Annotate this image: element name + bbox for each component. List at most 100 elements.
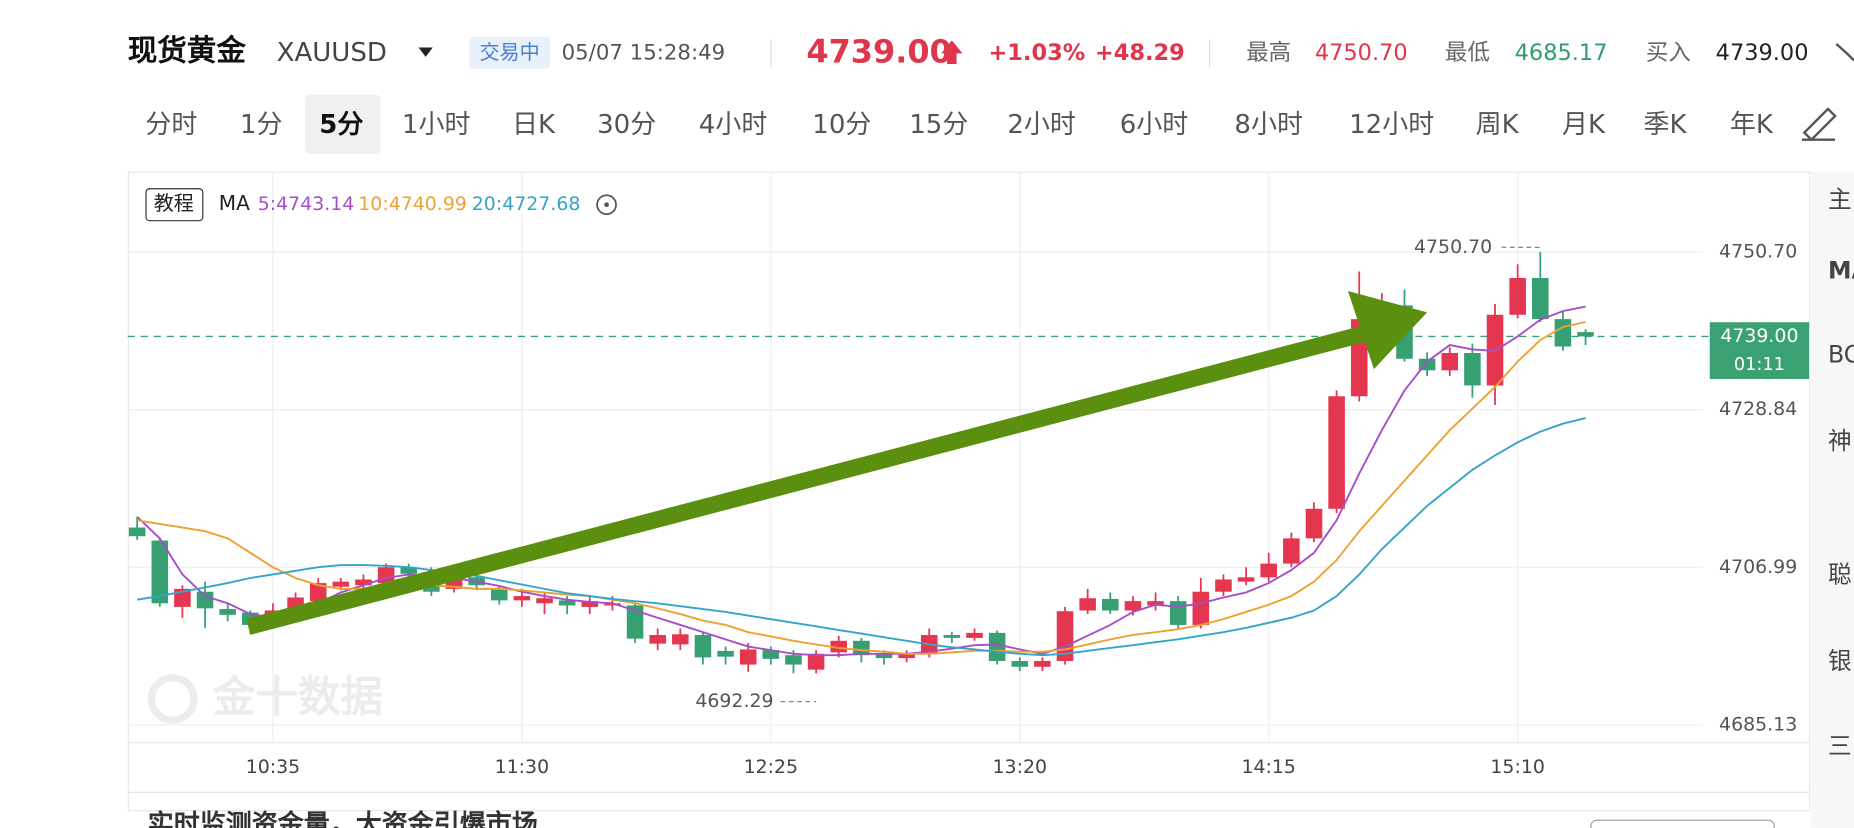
tab[interactable]: 8小时 [1234,110,1303,140]
tab[interactable]: 10分 [812,110,871,140]
candle-body [581,601,599,607]
candle-body [490,588,508,601]
high-marker-label: 4750.70 [1414,236,1492,258]
side-tab[interactable]: 聪 [1828,560,1852,588]
tab[interactable]: 2小时 [1007,110,1076,140]
legend-title: MA [219,191,250,215]
tab[interactable]: 4小时 [699,110,768,140]
candle-body [1305,508,1323,539]
tab[interactable]: 1小时 [402,110,471,140]
candle-body [219,609,236,615]
draw-tool-icon[interactable] [1801,107,1837,142]
side-tab[interactable]: 三 [1828,732,1852,760]
tab[interactable]: 月K [1562,110,1606,140]
candle-body [1215,579,1232,592]
candle-body [309,583,327,602]
side-tab[interactable]: 银 [1828,647,1852,675]
tab[interactable]: 30分 [597,110,656,140]
candle-body [536,598,553,604]
candle-body [649,635,666,644]
x-tick-label: 12:25 [744,756,799,778]
candle-body [1169,601,1187,625]
legend-entry: 5:4743.14 [258,193,355,215]
candle-body [626,605,644,639]
candle-body [355,579,372,586]
candle-body [151,540,169,604]
candle-body [1192,591,1210,625]
candle-body [717,650,734,657]
candle-body [558,600,576,606]
candle-body [1328,396,1345,509]
candle-body [1237,577,1255,582]
status-badge [469,36,550,69]
settings-icon-dot [604,202,609,208]
high-label: 最高 [1246,40,1291,66]
tutorial-button[interactable] [145,188,204,222]
candle-body [966,632,983,638]
expand-icon[interactable] [1835,43,1854,62]
low-marker-label: 4692.29 [695,690,773,712]
candle-body [332,581,350,587]
settings-icon[interactable] [596,194,617,216]
side-tab[interactable]: MA [1828,257,1854,285]
tab[interactable]: 6小时 [1120,110,1189,140]
tab[interactable]: 分时 [145,110,197,140]
tutorial[interactable]: 教程 [154,191,194,215]
watermark-icon [147,674,198,724]
legend-entry: 10:4740.99 [358,193,467,215]
candle-body [1011,660,1029,667]
candle-body [830,640,847,653]
candle-body [1124,601,1142,611]
high-value: 4750.70 [1315,40,1408,66]
trend-arrow-head [1347,291,1428,370]
candle-body [739,649,757,665]
tab[interactable]: 日K [512,110,556,140]
ma-line [137,417,1586,657]
symbol[interactable]: XAUUSD [277,38,387,68]
x-tick-label: 15:10 [1490,756,1545,778]
x-tick-label: 11:30 [495,756,550,778]
current-price-label: 4739.00 [1720,325,1798,347]
ma-line [136,305,1586,657]
x-tick-label: 10:35 [246,756,301,778]
side-tab[interactable]: 主 [1828,186,1852,214]
side-tab[interactable]: 神 [1828,427,1852,455]
status: 交易中 [479,40,539,64]
candle-body [785,655,802,665]
candle-body [1441,352,1459,371]
chart-frame [127,171,1811,812]
banner[interactable]: 实时监测资金量，大资金引爆市场 [148,809,538,828]
candle-body [1418,358,1436,371]
trend-arrow [246,324,1372,635]
active-tab-bg [305,94,381,154]
candle-body [513,596,531,601]
tab[interactable]: 年K [1730,110,1774,140]
legend-entry: 20:4727.68 [472,193,581,215]
y-tick-label: 4685.13 [1719,713,1797,735]
y-tick-label: 4750.70 [1719,241,1797,263]
last-price: 4739.00 [806,32,951,70]
low-label: 最低 [1445,40,1490,66]
candle-body [853,640,870,656]
candle-body [1260,563,1277,578]
tab-active[interactable]: 5分 [319,110,363,140]
tab[interactable]: 季K [1644,110,1688,140]
x-tick-label: 13:20 [993,756,1048,778]
tab[interactable]: 1分 [240,110,283,140]
candle-body [898,654,915,659]
y-tick-label: 4706.99 [1719,556,1797,578]
buy-value: 4739.00 [1716,40,1809,66]
side-tab[interactable]: BO [1828,341,1854,369]
candle-body [988,632,1006,661]
tab[interactable]: 15分 [909,110,968,140]
change-percent: +1.03% [988,40,1085,66]
candle-body [1079,598,1096,611]
dropdown-icon[interactable] [418,47,433,57]
candle-body [1283,538,1300,564]
tab[interactable]: 12小时 [1349,110,1434,140]
banner-button[interactable] [1590,819,1775,828]
candle-body [672,634,689,645]
tab[interactable]: 周K [1476,110,1520,140]
countdown: 01:11 [1734,355,1785,375]
